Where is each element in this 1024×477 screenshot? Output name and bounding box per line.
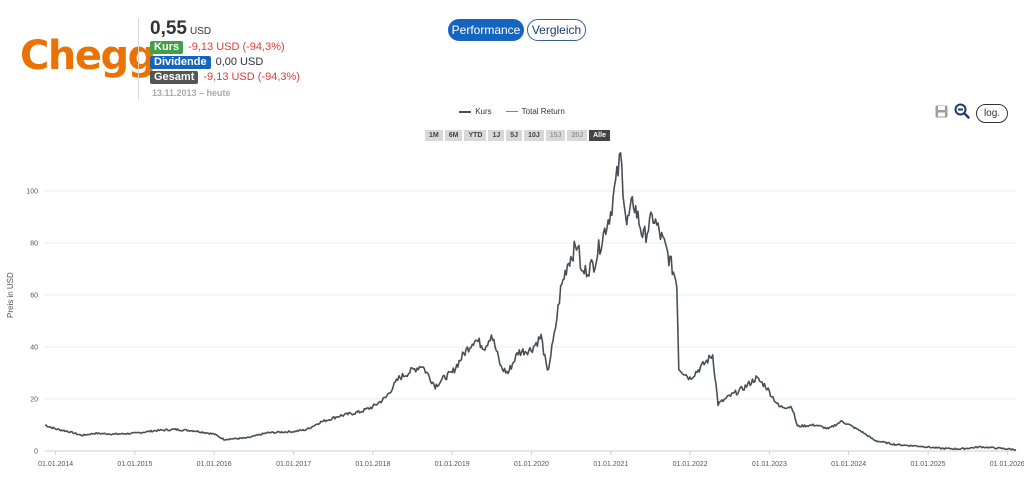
zoom-out-icon[interactable] bbox=[954, 103, 970, 124]
price-display: 0,55 USD bbox=[150, 18, 211, 40]
legend-label-kurs: Kurs bbox=[475, 107, 492, 116]
legend-line-total-return bbox=[505, 111, 518, 112]
x-tick-label-2017: 01.01.2017 bbox=[276, 461, 311, 468]
legend-label-total-return: Total Return bbox=[521, 107, 565, 116]
chegg-logo: Chegg bbox=[20, 33, 156, 79]
y-tick-label-0: 0 bbox=[34, 449, 38, 456]
x-tick-label-2026: 01.01.2026 bbox=[990, 461, 1024, 468]
grid-lines bbox=[45, 190, 1016, 455]
save-icon[interactable] bbox=[935, 105, 948, 123]
range-selector: 1M 6M YTD 1J 5J 10J 15J 20J Alle bbox=[425, 130, 610, 141]
range-button-1j[interactable]: 1J bbox=[488, 130, 505, 141]
date-range: 13.11.2013 – heute bbox=[152, 88, 231, 98]
range-button-10j[interactable]: 10J bbox=[524, 130, 544, 141]
kurs-row: Kurs -9,13 USD (-94,3%) bbox=[150, 40, 285, 54]
x-tick-label-2016: 01.01.2016 bbox=[197, 461, 232, 468]
chart-toolbar: log. bbox=[935, 103, 1008, 124]
chart-legend: Kurs Total Return bbox=[0, 107, 1024, 116]
x-tick-label-2018: 01.01.2018 bbox=[355, 461, 390, 468]
range-button-15j: 15J bbox=[545, 130, 566, 141]
y-tick-label-100: 100 bbox=[26, 189, 38, 196]
legend-line-kurs bbox=[459, 110, 472, 113]
kurs-value: -9,13 USD (-94,3%) bbox=[188, 41, 285, 53]
y-tick-label-40: 40 bbox=[30, 345, 38, 352]
legend-item-total-return[interactable]: Total Return bbox=[505, 107, 565, 116]
x-tick-label-2015: 01.01.2015 bbox=[117, 461, 152, 468]
y-tick-labels: 0 20 40 60 80 100 bbox=[26, 189, 38, 456]
tab-vergleich[interactable]: Vergleich bbox=[527, 19, 586, 41]
header-divider bbox=[138, 18, 139, 100]
price-value: 0,55 bbox=[150, 18, 187, 39]
dividende-row: Dividende 0,00 USD bbox=[150, 55, 263, 69]
range-button-alle[interactable]: Alle bbox=[589, 130, 610, 141]
x-tick-labels: 01.01.2014 01.01.2015 01.01.2016 01.01.2017… bbox=[38, 461, 1024, 468]
range-button-1m[interactable]: 1M bbox=[425, 130, 443, 141]
range-button-5j[interactable]: 5J bbox=[506, 130, 523, 141]
dividende-badge: Dividende bbox=[150, 55, 211, 69]
x-tick-label-2024: 01.01.2024 bbox=[831, 461, 866, 468]
price-currency: USD bbox=[189, 26, 212, 37]
x-tick-label-2022: 01.01.2022 bbox=[673, 461, 708, 468]
gesamt-value: -9,13 USD (-94,3%) bbox=[203, 71, 300, 83]
gesamt-row: Gesamt -9,13 USD (-94,3%) bbox=[150, 70, 300, 84]
x-tick-label-2020: 01.01.2020 bbox=[514, 461, 549, 468]
dividende-value: 0,00 USD bbox=[215, 56, 264, 68]
x-tick-label-2021: 01.01.2021 bbox=[593, 461, 628, 468]
range-button-6m[interactable]: 6M bbox=[444, 130, 463, 141]
series-line-kurs bbox=[44, 152, 1017, 451]
x-tick-label-2023: 01.01.2023 bbox=[752, 461, 787, 468]
x-tick-label-2014: 01.01.2014 bbox=[38, 461, 73, 468]
x-tick-label-2019: 01.01.2019 bbox=[435, 461, 470, 468]
x-tick-label-2025: 01.01.2025 bbox=[911, 461, 946, 468]
range-button-20j: 20J bbox=[567, 130, 588, 141]
y-tick-label-80: 80 bbox=[30, 241, 38, 248]
legend-item-kurs[interactable]: Kurs bbox=[459, 107, 492, 116]
kurs-badge: Kurs bbox=[150, 40, 184, 54]
series-group bbox=[44, 152, 1017, 451]
y-tick-label-60: 60 bbox=[30, 293, 38, 300]
log-scale-button[interactable]: log. bbox=[976, 104, 1008, 123]
tab-performance[interactable]: Performance bbox=[448, 19, 524, 41]
y-tick-label-20: 20 bbox=[30, 397, 38, 404]
range-button-ytd[interactable]: YTD bbox=[464, 130, 487, 141]
gesamt-badge: Gesamt bbox=[150, 70, 199, 84]
